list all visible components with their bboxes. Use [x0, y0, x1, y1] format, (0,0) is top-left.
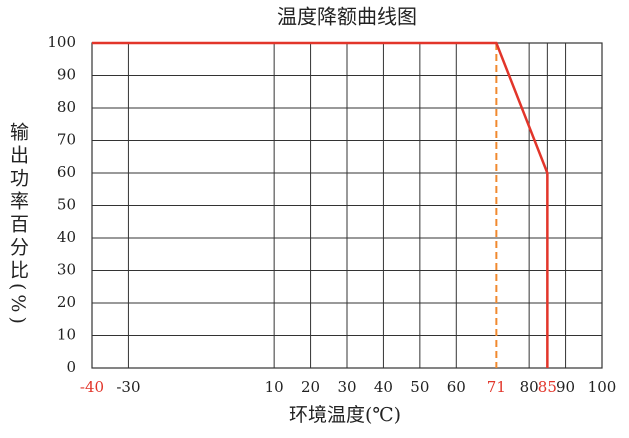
y-tick-label: 10 — [57, 326, 76, 344]
x-tick-label: 10 — [265, 378, 284, 396]
y-tick-label: 0 — [66, 358, 76, 376]
x-tick-label: -30 — [116, 378, 140, 396]
x-tick-label: 71 — [487, 378, 506, 396]
x-tick-label: 40 — [374, 378, 393, 396]
y-tick-label: 20 — [57, 293, 76, 311]
y-tick-label: 60 — [57, 163, 76, 181]
x-tick-label: -40 — [80, 378, 104, 396]
y-tick-label: 70 — [57, 131, 76, 149]
y-tick-label: 80 — [57, 98, 76, 116]
x-tick-label: 90 — [556, 378, 575, 396]
x-tick-label: 100 — [588, 378, 617, 396]
y-tick-label: 50 — [57, 196, 76, 214]
chart-title: 温度降额曲线图 — [277, 5, 417, 29]
data-line — [92, 41, 549, 368]
x-tick-label: 30 — [337, 378, 356, 396]
x-tick-label: 60 — [447, 378, 466, 396]
x-tick-label: 85 — [538, 378, 557, 396]
y-tick-label: 30 — [57, 261, 76, 279]
y-axis-label: 输出功率百分比(%) — [7, 122, 29, 328]
y-tick-label: 90 — [57, 66, 76, 84]
y-tick-label: 100 — [47, 33, 76, 51]
x-tick-label: 80 — [520, 378, 539, 396]
x-tick-label: 50 — [410, 378, 429, 396]
y-tick-label: 40 — [57, 228, 76, 246]
x-tick-label: 20 — [301, 378, 320, 396]
x-axis-label: 环境温度(℃) — [289, 404, 401, 426]
